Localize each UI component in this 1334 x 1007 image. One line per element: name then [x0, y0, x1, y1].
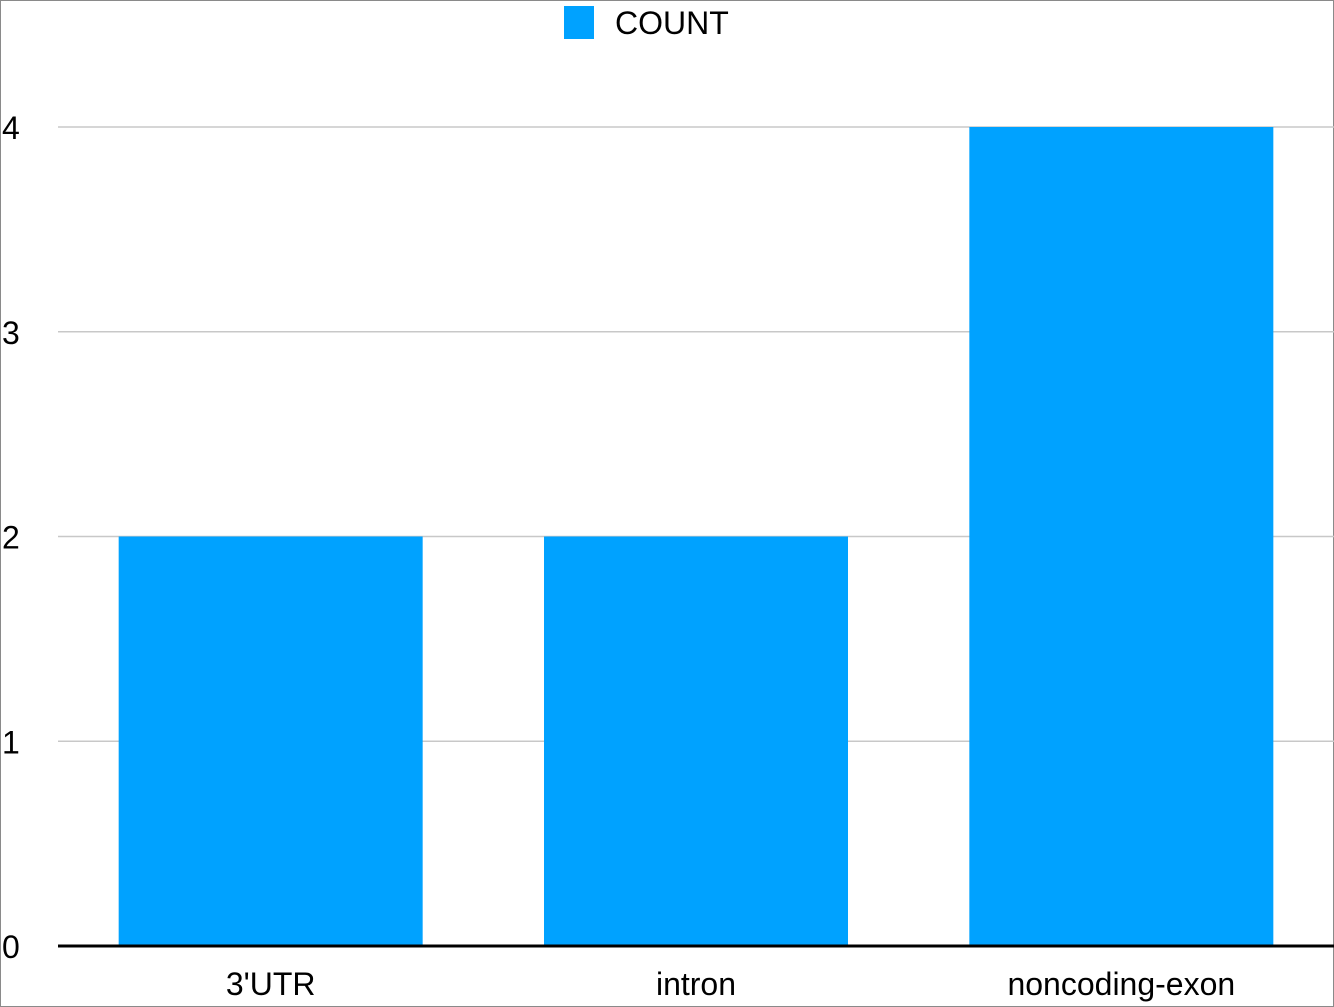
y-tick-label: 3 [2, 315, 20, 351]
bar-0 [118, 536, 423, 946]
bars [118, 127, 1274, 946]
x-category-labels: 3'UTR intron noncoding-exon [226, 966, 1235, 1002]
y-tick-label: 2 [2, 520, 20, 556]
x-category-label: 3'UTR [226, 966, 316, 1002]
y-tick-label: 4 [2, 110, 20, 146]
y-tick-label: 1 [2, 724, 20, 760]
x-category-label: noncoding-exon [1007, 966, 1235, 1002]
legend: COUNT [564, 5, 729, 41]
x-category-label: intron [656, 966, 736, 1002]
legend-swatch-count [564, 6, 594, 39]
bar-2 [969, 127, 1274, 946]
legend-label-count: COUNT [615, 5, 729, 41]
bar-1 [544, 536, 848, 946]
y-tick-label: 0 [2, 929, 20, 965]
y-tick-labels: 0 1 2 3 4 [2, 110, 20, 965]
